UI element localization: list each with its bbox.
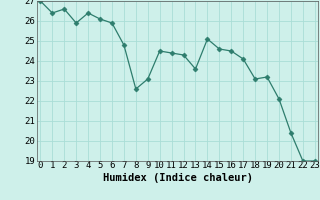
X-axis label: Humidex (Indice chaleur): Humidex (Indice chaleur) (103, 173, 252, 183)
